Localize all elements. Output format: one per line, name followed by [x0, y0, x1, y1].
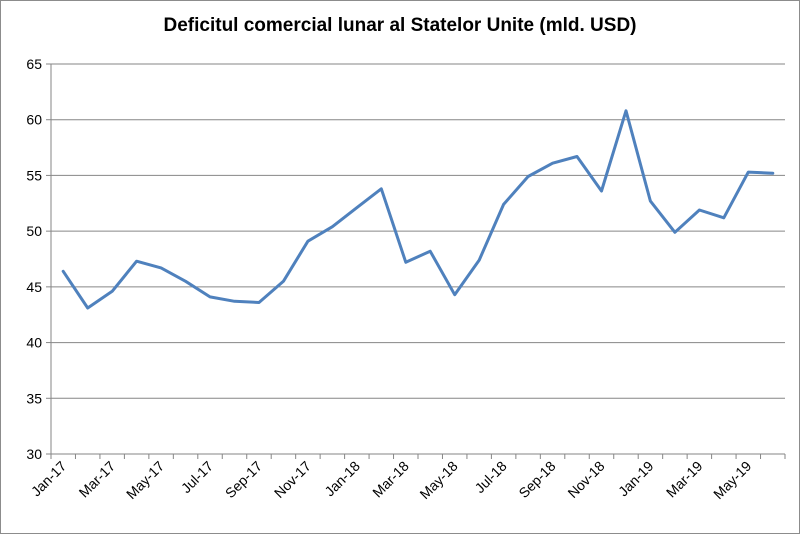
x-tick-label: May-17 [123, 458, 167, 502]
y-tick-label: 50 [26, 223, 42, 239]
x-tick-label: Jan-18 [321, 458, 363, 500]
x-tick-label: Nov-18 [564, 458, 607, 501]
x-tick-label: Mar-17 [76, 458, 119, 501]
x-tick-label: Jul-18 [471, 458, 509, 496]
y-tick-label: 40 [26, 335, 42, 351]
x-tick-label: Sep-17 [222, 458, 265, 501]
x-tick-label: Sep-18 [515, 458, 558, 501]
series-group [61, 109, 775, 310]
y-tick-label: 65 [26, 56, 42, 72]
x-tick-label: Mar-19 [663, 458, 706, 501]
x-tick-label: Jul-17 [178, 458, 216, 496]
y-tick-label: 60 [26, 112, 42, 128]
x-tick-label: Jan-19 [615, 458, 657, 500]
x-tick-label: Nov-17 [271, 458, 314, 501]
y-tick-label: 35 [26, 390, 42, 406]
y-tick-label: 45 [26, 279, 42, 295]
y-tick-label: 55 [26, 167, 42, 183]
series-line-0 [61, 109, 775, 310]
y-tick-label: 30 [26, 446, 42, 462]
chart-title: Deficitul comercial lunar al Statelor Un… [163, 15, 637, 36]
x-tick-label: May-18 [416, 458, 460, 502]
x-tick-label: Jan-17 [28, 458, 70, 500]
y-axis-ticks: 30 35 40 45 50 55 60 65 [26, 56, 42, 462]
x-tick-label: May-19 [710, 458, 754, 502]
x-axis: Jan-17 Mar-17 May-17 Jul-17 Sep-17 Nov-17 Jan-… [28, 64, 786, 502]
x-tick-label: Mar-18 [369, 458, 412, 501]
